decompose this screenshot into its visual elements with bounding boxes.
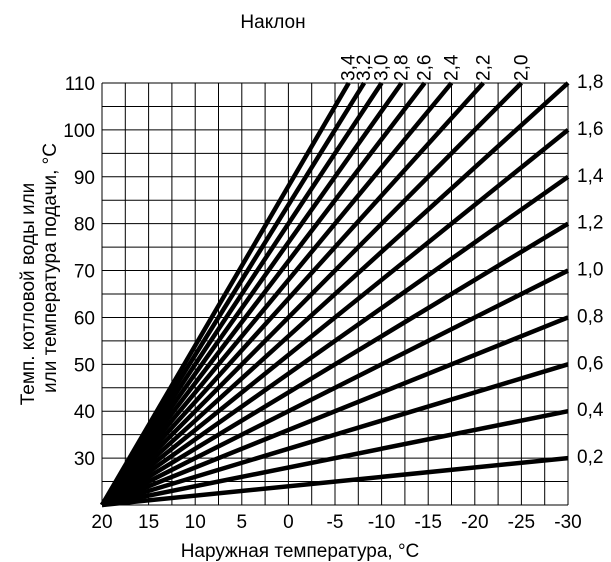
y-tick-label: 80: [74, 215, 95, 236]
x-tick-label: 15: [138, 512, 159, 533]
x-tick-label: 0: [283, 512, 294, 533]
slope-label-right: 1,8: [577, 72, 603, 93]
x-tick-label: -20: [461, 512, 488, 533]
heating-curve-line: [100, 81, 485, 507]
heating-curve-line: [100, 268, 570, 508]
slope-label-right: 1,6: [577, 119, 603, 140]
y-axis-title-line2: или температура подачи, °C: [40, 143, 61, 393]
x-tick-label: 10: [185, 512, 206, 533]
y-tick-label: 40: [74, 402, 95, 423]
y-tick-label: 60: [74, 308, 95, 329]
slope-label-top: 3,4: [339, 54, 360, 81]
heating-curves: [100, 81, 570, 508]
heating-curve-line: [101, 455, 569, 508]
x-axis-title: Наружная температура, °C: [181, 541, 420, 562]
heating-curve-line: [100, 221, 570, 507]
slope-label-right: 1,0: [577, 260, 603, 281]
heating-curve-line: [100, 81, 523, 507]
slope-label-top: 3,2: [354, 55, 375, 81]
y-tick-label: 100: [63, 121, 95, 142]
x-tick-label: -25: [508, 512, 535, 533]
slope-label-right: 0,2: [577, 447, 603, 468]
heating-curve-line: [100, 128, 570, 507]
x-tick-label: -10: [368, 512, 395, 533]
slope-title: Наклон: [240, 12, 305, 33]
slope-label-top: 3,0: [372, 55, 393, 81]
heating-curve-line: [101, 315, 569, 508]
heating-curve-line: [100, 81, 427, 507]
slope-label-right: 0,8: [577, 306, 603, 327]
slope-label-right: 0,6: [577, 353, 603, 374]
heating-curve-line: [100, 81, 404, 507]
x-tick-label: -5: [327, 512, 344, 533]
heating-curve-line: [100, 81, 570, 507]
slope-label-right: 0,4: [577, 400, 604, 421]
x-tick-label: 20: [91, 512, 112, 533]
y-tick-label: 50: [74, 355, 95, 376]
slope-label-top: 2,6: [415, 55, 436, 81]
y-tick-label: 110: [65, 74, 95, 95]
slope-label-right: 1,2: [577, 213, 603, 234]
heating-curve-line: [101, 409, 569, 508]
slope-label-top: 2,2: [473, 55, 494, 81]
heating-curve-line: [100, 81, 454, 507]
slope-label-top: 2,4: [442, 54, 463, 81]
y-axis-title-line1: Темп. котловой воды или: [18, 183, 39, 406]
y-tick-label: 70: [74, 262, 95, 283]
heating-curve-line: [101, 362, 569, 508]
heating-curve-line: [100, 81, 351, 507]
chart-labels: 20 15 10 5 0 -5 -10 -15 -20 -25 -30304050607080901…: [63, 54, 604, 533]
heating-curve-line: [100, 81, 384, 507]
x-tick-label: -30: [554, 512, 581, 533]
x-tick-label: 5: [237, 512, 248, 533]
y-tick-label: 30: [74, 449, 95, 470]
slope-label-right: 1,4: [577, 166, 604, 187]
y-tick-label: 90: [74, 168, 95, 189]
slope-label-top: 2,8: [392, 55, 413, 81]
heating-curve-line: [100, 174, 570, 507]
slope-label-top: 2,0: [511, 55, 532, 81]
x-tick-label: -15: [414, 512, 441, 533]
